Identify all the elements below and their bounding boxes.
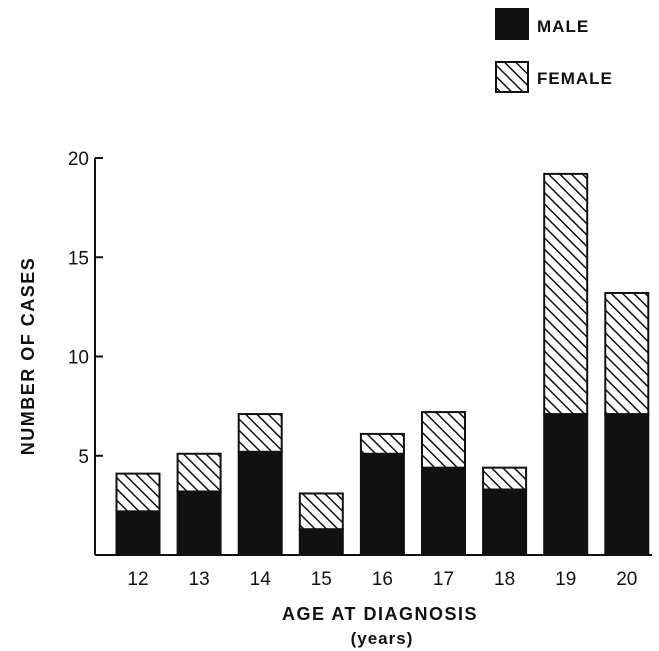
x-tick-labels: 12 13 14 15 16 17 18 19 20 <box>127 569 637 590</box>
bar-male-18 <box>482 488 528 556</box>
x-tick-label-12: 12 <box>127 569 148 590</box>
x-tick-label-15: 15 <box>311 569 332 590</box>
x-tick-label-16: 16 <box>372 569 393 590</box>
y-axis-title: NUMBER OF CASES <box>18 257 38 456</box>
legend: MALE FEMALE <box>495 8 613 93</box>
bar-male-19 <box>543 413 589 556</box>
bar-female-14 <box>237 413 283 453</box>
bar-female-19 <box>543 172 589 416</box>
x-axis-title: AGE AT DIAGNOSIS <box>282 604 478 624</box>
bar-female-12 <box>115 472 161 513</box>
bar-male-13 <box>176 490 222 557</box>
bar-female-17 <box>421 411 466 469</box>
legend-male-swatch <box>495 8 529 40</box>
bar-male-17 <box>421 466 466 556</box>
bar-female-13 <box>176 452 222 493</box>
x-axis-subtitle: (years) <box>351 629 414 648</box>
legend-male-label: MALE <box>537 17 589 36</box>
y-tick-label: 5 <box>78 447 89 468</box>
bar-male-16 <box>359 452 405 557</box>
bar-female-18 <box>482 466 528 491</box>
bar-female-16 <box>359 432 405 455</box>
x-tick-label-19: 19 <box>555 569 576 590</box>
y-tick-label: 15 <box>68 248 89 269</box>
y-ticks: 5 10 15 20 <box>68 149 103 468</box>
bar-male-14 <box>237 450 283 556</box>
bar-male-20 <box>604 413 650 556</box>
y-tick-label: 10 <box>68 348 89 369</box>
bar-male-12 <box>115 510 161 556</box>
x-tick-label-17: 17 <box>433 569 454 590</box>
legend-female-label: FEMALE <box>537 69 613 88</box>
bars <box>115 172 650 557</box>
x-tick-label-14: 14 <box>250 569 272 590</box>
x-tick-label-13: 13 <box>189 569 210 590</box>
bar-male-15 <box>298 528 344 557</box>
legend-female-swatch <box>495 61 529 93</box>
x-tick-label-20: 20 <box>616 569 637 590</box>
x-tick-label-18: 18 <box>494 569 515 590</box>
bar-female-20 <box>604 291 650 416</box>
y-tick-label: 20 <box>68 149 89 170</box>
bar-female-15 <box>298 492 344 531</box>
